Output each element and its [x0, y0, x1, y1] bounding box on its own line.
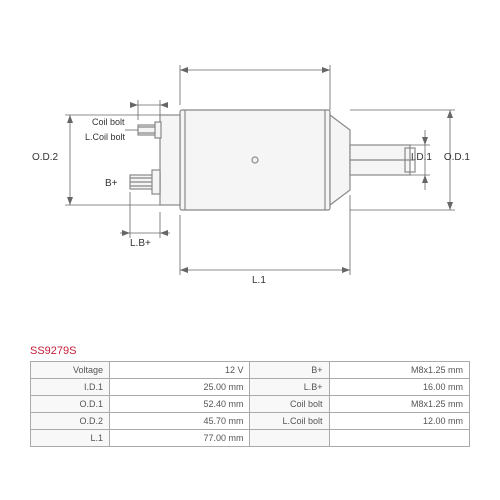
label-id1: I.D.1 — [411, 152, 432, 163]
spec-value: 77.00 mm — [110, 430, 250, 447]
solenoid-drawing — [30, 20, 470, 320]
spec-value: 52.40 mm — [110, 396, 250, 413]
table-row: O.D.245.70 mmL.Coil bolt12.00 mm — [31, 413, 470, 430]
spec-value: 12 V — [110, 362, 250, 379]
table-row: O.D.152.40 mmCoil boltM8x1.25 mm — [31, 396, 470, 413]
label-od2: O.D.2 — [32, 152, 58, 163]
table-row: L.177.00 mm — [31, 430, 470, 447]
spec-label — [250, 430, 329, 447]
spec-value — [329, 430, 470, 447]
table-row: I.D.125.00 mmL.B+16.00 mm — [31, 379, 470, 396]
engineering-diagram: O.D.2 O.D.1 I.D.1 L.1 L.B+ B+ Coil bolt … — [30, 20, 470, 320]
spec-value: 12.00 mm — [329, 413, 470, 430]
spec-label: B+ — [250, 362, 329, 379]
spec-table-area: SS9279S Voltage12 VB+M8x1.25 mmI.D.125.0… — [30, 345, 470, 447]
spec-label: L.Coil bolt — [250, 413, 329, 430]
label-lcoilbolt: L.Coil bolt — [85, 132, 125, 142]
spec-label: Coil bolt — [250, 396, 329, 413]
spec-label: L.B+ — [250, 379, 329, 396]
spec-label: L.1 — [31, 430, 110, 447]
label-l1: L.1 — [252, 275, 266, 286]
spec-value: M8x1.25 mm — [329, 396, 470, 413]
spec-label: O.D.2 — [31, 413, 110, 430]
label-lbplus: L.B+ — [130, 238, 151, 249]
spec-value: 25.00 mm — [110, 379, 250, 396]
label-bplus: B+ — [105, 178, 118, 189]
table-row: Voltage12 VB+M8x1.25 mm — [31, 362, 470, 379]
spec-value: 45.70 mm — [110, 413, 250, 430]
spec-label: O.D.1 — [31, 396, 110, 413]
spec-table: Voltage12 VB+M8x1.25 mmI.D.125.00 mmL.B+… — [30, 361, 470, 447]
spec-value: M8x1.25 mm — [329, 362, 470, 379]
spec-label: Voltage — [31, 362, 110, 379]
label-od1: O.D.1 — [444, 152, 470, 163]
label-coilbolt: Coil bolt — [92, 117, 125, 127]
spec-label: I.D.1 — [31, 379, 110, 396]
spec-value: 16.00 mm — [329, 379, 470, 396]
part-number: SS9279S — [30, 345, 470, 357]
